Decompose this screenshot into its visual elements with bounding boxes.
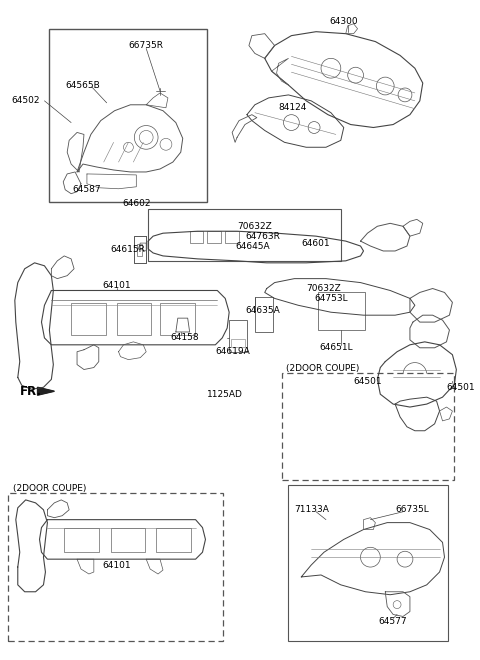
Text: (2DOOR COUPE): (2DOOR COUPE) bbox=[13, 484, 86, 492]
Bar bbox=[148, 209, 341, 261]
Bar bbox=[110, 527, 145, 552]
Text: 64101: 64101 bbox=[102, 560, 131, 570]
Text: 64502: 64502 bbox=[12, 96, 40, 106]
Text: 64645A: 64645A bbox=[235, 242, 270, 251]
Bar bbox=[288, 485, 448, 641]
Bar bbox=[137, 244, 142, 256]
Bar bbox=[229, 320, 247, 352]
Bar bbox=[160, 304, 194, 335]
Bar bbox=[190, 231, 204, 243]
Text: 64753L: 64753L bbox=[314, 294, 348, 303]
Text: 1125AD: 1125AD bbox=[207, 389, 243, 399]
Text: 64615R: 64615R bbox=[110, 244, 145, 253]
Text: FR.: FR. bbox=[20, 385, 42, 398]
Bar bbox=[225, 231, 239, 243]
Text: 71133A: 71133A bbox=[294, 506, 329, 514]
Bar bbox=[64, 527, 99, 552]
Text: 64101: 64101 bbox=[102, 281, 131, 290]
Text: 64763R: 64763R bbox=[245, 232, 280, 241]
Bar bbox=[8, 493, 223, 641]
Bar bbox=[255, 298, 273, 332]
Text: 70632Z: 70632Z bbox=[238, 222, 272, 231]
Text: 66735L: 66735L bbox=[395, 506, 429, 514]
Polygon shape bbox=[37, 387, 54, 395]
Text: 84124: 84124 bbox=[278, 103, 307, 112]
Text: 64565B: 64565B bbox=[65, 81, 100, 90]
Text: (2DOOR COUPE): (2DOOR COUPE) bbox=[287, 364, 360, 373]
Text: 64635A: 64635A bbox=[245, 306, 280, 315]
Text: 70632Z: 70632Z bbox=[307, 284, 341, 293]
Bar bbox=[281, 374, 455, 480]
Bar bbox=[156, 527, 191, 552]
Text: 64619A: 64619A bbox=[216, 347, 250, 356]
Bar bbox=[71, 304, 106, 335]
Bar bbox=[49, 29, 207, 201]
Text: 64601: 64601 bbox=[302, 238, 330, 248]
Bar bbox=[231, 339, 245, 346]
Text: 64158: 64158 bbox=[170, 333, 199, 343]
Text: 64651L: 64651L bbox=[319, 343, 353, 352]
Bar bbox=[318, 292, 365, 330]
Text: 64602: 64602 bbox=[122, 199, 151, 208]
Text: 64577: 64577 bbox=[379, 617, 408, 626]
Bar bbox=[207, 231, 221, 243]
Bar bbox=[117, 304, 151, 335]
Text: 64501: 64501 bbox=[353, 377, 382, 386]
Text: 64587: 64587 bbox=[72, 185, 101, 194]
Text: 64501: 64501 bbox=[446, 383, 475, 392]
Text: 66735R: 66735R bbox=[129, 41, 164, 50]
Text: 64300: 64300 bbox=[329, 17, 358, 26]
